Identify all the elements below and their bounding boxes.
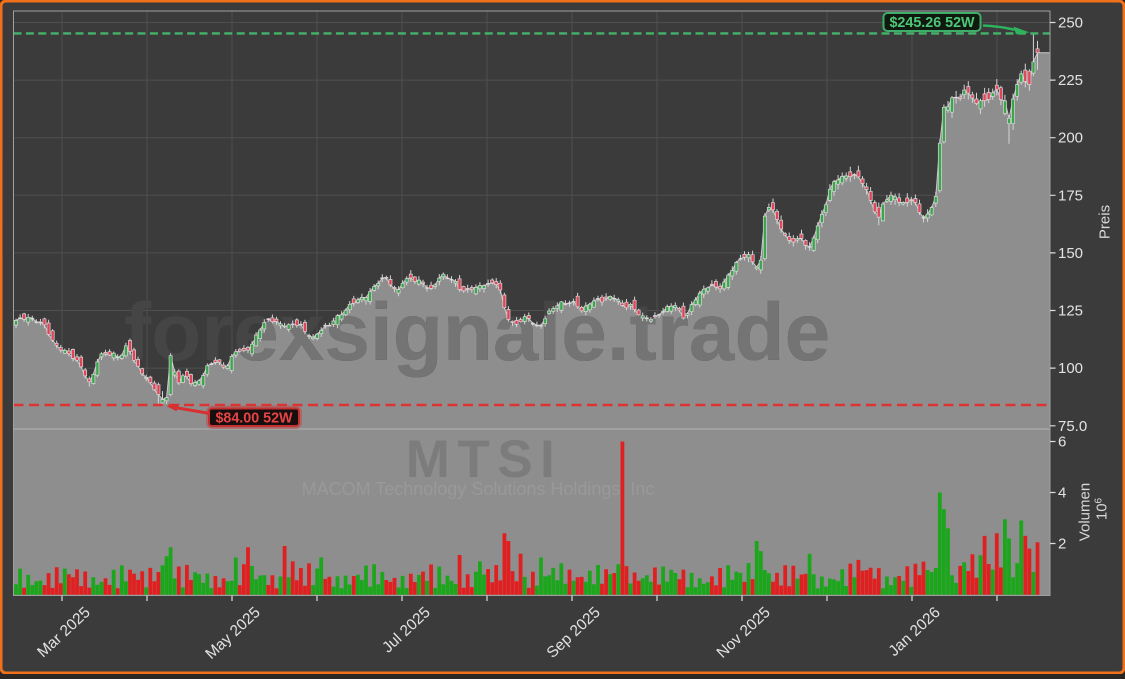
svg-text:$245.26 52W: $245.26 52W (889, 15, 975, 31)
svg-text:MTSI: MTSI (406, 430, 563, 489)
svg-text:4: 4 (1058, 485, 1066, 502)
svg-text:100: 100 (1058, 360, 1083, 377)
svg-text:forexsignale.trade: forexsignale.trade (124, 287, 830, 378)
svg-text:75.0: 75.0 (1058, 418, 1087, 435)
svg-text:2: 2 (1058, 536, 1066, 553)
svg-text:6: 6 (1058, 434, 1066, 451)
svg-text:175: 175 (1058, 187, 1083, 204)
svg-text:200: 200 (1058, 130, 1083, 147)
svg-text:$84.00 52W: $84.00 52W (215, 410, 293, 426)
svg-text:125: 125 (1058, 303, 1083, 320)
svg-text:250: 250 (1058, 15, 1083, 32)
svg-text:MACOM Technology Solutions Hol: MACOM Technology Solutions Holdings, Inc (302, 479, 655, 499)
svg-text:Preis: Preis (1097, 205, 1114, 239)
svg-text:150: 150 (1058, 245, 1083, 262)
svg-text:225: 225 (1058, 72, 1083, 89)
svg-text:Volumen: Volumen (1077, 483, 1094, 541)
